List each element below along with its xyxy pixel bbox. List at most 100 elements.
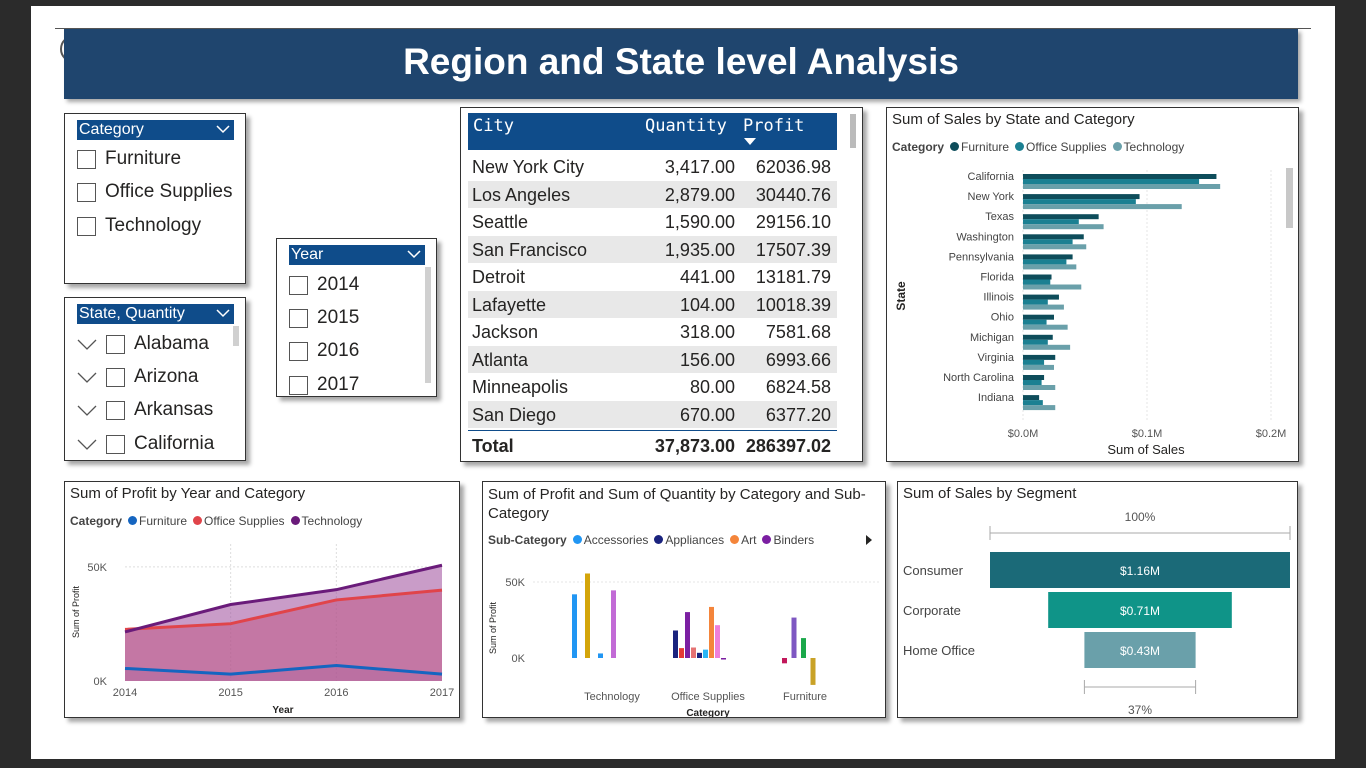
series-line bbox=[124, 563, 443, 634]
bar bbox=[1023, 259, 1067, 265]
legend-item-binders[interactable]: Binders bbox=[762, 533, 814, 547]
legend-item-technology[interactable]: Technology bbox=[290, 514, 362, 528]
bar bbox=[1023, 219, 1079, 225]
checkbox[interactable] bbox=[289, 275, 308, 295]
chart-legend: Sub-Category Accessories Appliances Art … bbox=[488, 533, 814, 547]
state-slicer-scrollbar[interactable] bbox=[233, 326, 239, 346]
x-tick-label: Furniture bbox=[783, 691, 827, 703]
cell-quantity: 80.00 bbox=[689, 377, 735, 397]
checkbox[interactable] bbox=[289, 375, 308, 395]
total-label: Total bbox=[472, 436, 514, 456]
year-slicer-scrollbar[interactable] bbox=[425, 267, 431, 383]
table-row[interactable]: Lafayette 104.00 10018.39 bbox=[468, 290, 837, 318]
legend-item-art[interactable]: Art bbox=[730, 533, 756, 547]
bar bbox=[1023, 380, 1042, 385]
chevron-down-icon[interactable] bbox=[77, 437, 97, 451]
table-row[interactable]: Los Angeles 2,879.00 30440.76 bbox=[468, 180, 837, 208]
state-slicer-header[interactable]: State, Quantity bbox=[77, 304, 234, 324]
checkbox[interactable] bbox=[77, 182, 96, 202]
option-label: Arizona bbox=[134, 366, 199, 387]
bar bbox=[1023, 385, 1056, 390]
x-tick-label: $0.1M bbox=[1132, 428, 1163, 440]
option-label: 2017 bbox=[317, 374, 360, 395]
checkbox[interactable] bbox=[106, 367, 125, 387]
cell-city: Jackson bbox=[472, 322, 539, 342]
y-tick-label: 50K bbox=[505, 577, 525, 589]
y-axis-title: Sum of Profit bbox=[488, 601, 498, 654]
bar bbox=[673, 630, 678, 658]
checkbox[interactable] bbox=[106, 400, 125, 420]
state-option-alabama[interactable]: Alabama bbox=[77, 333, 209, 355]
table-row[interactable]: San Francisco 1,935.00 17507.39 bbox=[468, 235, 837, 263]
column-header-profit[interactable]: Profit bbox=[743, 116, 805, 136]
table-row[interactable]: Minneapolis 80.00 6824.58 bbox=[468, 373, 837, 401]
column-header-city[interactable]: City bbox=[473, 116, 514, 136]
cell-profit: 13181.79 bbox=[755, 267, 831, 287]
chevron-down-icon[interactable] bbox=[77, 403, 97, 417]
cell-profit: 7581.68 bbox=[765, 322, 831, 342]
year-option-2016[interactable]: 2016 bbox=[289, 340, 359, 362]
legend-label: Furniture bbox=[139, 514, 188, 528]
table-row[interactable]: Jackson 318.00 7581.68 bbox=[468, 318, 837, 346]
bar bbox=[572, 594, 577, 658]
legend-item-furniture[interactable]: Furniture bbox=[128, 514, 187, 528]
bar bbox=[1023, 319, 1047, 325]
checkbox[interactable] bbox=[77, 216, 96, 236]
legend-item-office-supplies[interactable]: Office Supplies bbox=[193, 514, 285, 528]
year-option-2014[interactable]: 2014 bbox=[289, 274, 359, 296]
chevron-down-icon[interactable] bbox=[407, 247, 421, 261]
legend-item-technology[interactable]: Technology bbox=[1112, 140, 1185, 154]
table-row[interactable]: New York City 3,417.00 62036.98 bbox=[468, 153, 837, 181]
funnel-value-label: $0.71M bbox=[1120, 604, 1160, 618]
chevron-down-icon[interactable] bbox=[77, 370, 97, 384]
checkbox[interactable] bbox=[106, 334, 125, 354]
year-option-2017[interactable]: 2017 bbox=[289, 374, 359, 396]
legend-label: Technology bbox=[1123, 140, 1185, 154]
table-row[interactable]: Detroit 441.00 13181.79 bbox=[468, 263, 837, 291]
column-header-quantity[interactable]: Quantity bbox=[645, 116, 727, 136]
checkbox[interactable] bbox=[289, 308, 308, 328]
legend-item-accessories[interactable]: Accessories bbox=[572, 533, 648, 547]
legend-item-appliances[interactable]: Appliances bbox=[654, 533, 724, 547]
cell-profit: 6993.66 bbox=[765, 349, 831, 370]
table-row[interactable]: Seattle 1,590.00 29156.10 bbox=[468, 208, 837, 236]
checkbox[interactable] bbox=[289, 341, 308, 361]
state-option-california[interactable]: California bbox=[77, 433, 214, 455]
chevron-down-icon[interactable] bbox=[216, 306, 230, 320]
sort-descending-icon[interactable] bbox=[744, 138, 756, 146]
table-total-row: Total 37,873.00 286397.02 bbox=[468, 430, 837, 460]
category-option-technology[interactable]: Technology bbox=[77, 215, 201, 237]
table-row[interactable]: Atlanta 156.00 6993.66 bbox=[468, 345, 837, 373]
table-row[interactable]: San Diego 670.00 6377.20 bbox=[468, 400, 837, 428]
cell-quantity: 441.00 bbox=[679, 267, 735, 287]
bar bbox=[801, 638, 806, 658]
chevron-down-icon[interactable] bbox=[77, 337, 97, 351]
year-slicer-header[interactable]: Year bbox=[289, 245, 425, 265]
total-quantity: 37,873.00 bbox=[654, 436, 735, 456]
state-option-arizona[interactable]: Arizona bbox=[77, 366, 198, 388]
bar bbox=[721, 658, 726, 660]
funnel-category-label: Home Office bbox=[903, 643, 975, 658]
checkbox[interactable] bbox=[106, 434, 125, 454]
profit-quantity-chart: Sum of Profit and Sum of Quantity by Cat… bbox=[482, 481, 886, 718]
bar bbox=[782, 658, 787, 664]
checkbox[interactable] bbox=[77, 149, 96, 169]
y-tick-label: Washington bbox=[956, 231, 1014, 243]
cell-profit: 29156.10 bbox=[755, 212, 831, 232]
legend-label: Binders bbox=[773, 533, 815, 547]
legend-item-office-supplies[interactable]: Office Supplies bbox=[1015, 140, 1107, 154]
table-scrollbar[interactable] bbox=[850, 114, 856, 148]
category-slicer-header[interactable]: Category bbox=[77, 120, 234, 140]
funnel-value-label: $0.43M bbox=[1120, 644, 1160, 658]
cell-city: San Francisco bbox=[472, 239, 588, 260]
chevron-down-icon[interactable] bbox=[216, 122, 230, 136]
option-label: Office Supplies bbox=[105, 181, 233, 202]
y-tick-label: Texas bbox=[985, 211, 1014, 223]
legend-item-furniture[interactable]: Furniture bbox=[950, 140, 1009, 154]
state-option-arkansas[interactable]: Arkansas bbox=[77, 399, 213, 421]
year-option-2015[interactable]: 2015 bbox=[289, 307, 359, 329]
category-option-furniture[interactable]: Furniture bbox=[77, 148, 181, 170]
category-option-office-supplies[interactable]: Office Supplies bbox=[77, 181, 232, 203]
cell-city: Atlanta bbox=[472, 349, 529, 370]
legend-next-arrow-icon[interactable] bbox=[865, 535, 873, 545]
